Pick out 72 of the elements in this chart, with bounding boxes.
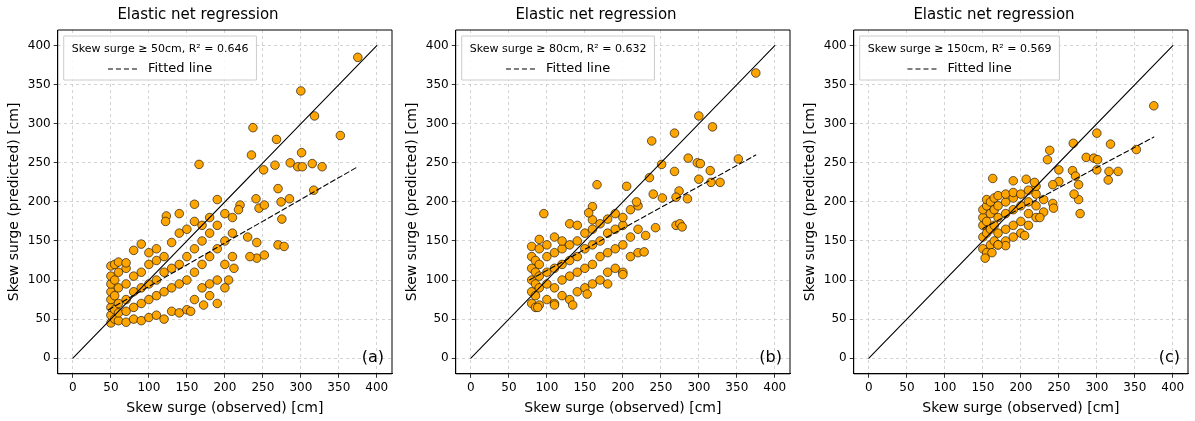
x-tick-label: 250: [251, 380, 275, 395]
y-tick-label: 50: [35, 311, 51, 326]
x-tick-label: 50: [899, 380, 915, 395]
legend-title: Skew surge ≥ 80cm, R² = 0.632: [469, 41, 647, 55]
y-tick-label: 250: [823, 154, 847, 169]
x-tick-label: 350: [725, 380, 749, 395]
x-tick-label: 200: [1009, 380, 1033, 395]
y-tick-label: 300: [823, 115, 847, 130]
y-tick-label: 100: [27, 272, 51, 287]
x-tick-label: 200: [213, 380, 237, 395]
x-tick-label: 0: [69, 380, 77, 395]
legend-label: Fitted line: [147, 60, 213, 76]
chart-title: Elastic net regression: [913, 4, 1075, 23]
chart-title: Elastic net regression: [117, 4, 279, 23]
y-tick-label: 200: [425, 194, 449, 209]
y-tick-label: 0: [441, 350, 449, 365]
x-tick-label: 250: [1047, 380, 1071, 395]
y-tick-label: 100: [823, 272, 847, 287]
legend-label: Fitted line: [545, 60, 611, 76]
x-tick-label: 150: [175, 380, 199, 395]
y-axis-title: Skew surge (predicted) [cm]: [801, 102, 818, 302]
y-axis-title: Skew surge (predicted) [cm]: [5, 102, 22, 302]
chart-title: Elastic net regression: [515, 4, 677, 23]
legend-title: Skew surge ≥ 150cm, R² = 0.569: [867, 41, 1052, 55]
annotation: (a): [361, 346, 384, 366]
x-axis-title: Skew surge (observed) [cm]: [524, 399, 722, 416]
legend-title: Skew surge ≥ 50cm, R² = 0.646: [71, 41, 249, 55]
y-tick-label: 0: [43, 350, 51, 365]
y-tick-label: 400: [425, 37, 449, 52]
legend-label: Fitted line: [947, 60, 1012, 76]
y-tick-label: 200: [823, 194, 847, 209]
y-tick-label: 350: [425, 76, 449, 91]
y-tick-label: 400: [27, 37, 51, 52]
x-tick-label: 350: [1123, 380, 1147, 395]
x-tick-label: 400: [763, 380, 787, 395]
x-tick-label: 300: [289, 380, 313, 395]
x-axis-title: Skew surge (observed) [cm]: [126, 399, 324, 416]
y-tick-label: 0: [839, 350, 847, 365]
y-tick-label: 150: [27, 233, 51, 248]
y-tick-label: 300: [27, 115, 51, 130]
x-tick-label: 400: [1161, 380, 1185, 395]
x-tick-label: 300: [687, 380, 711, 395]
y-tick-label: 150: [425, 233, 449, 248]
x-tick-label: 100: [933, 380, 957, 395]
x-tick-label: 0: [865, 380, 873, 395]
x-tick-label: 200: [611, 380, 635, 395]
y-axis-title: Skew surge (predicted) [cm]: [403, 102, 420, 302]
x-tick-label: 0: [467, 380, 475, 395]
y-tick-label: 200: [27, 194, 51, 209]
x-tick-label: 100: [535, 380, 559, 395]
x-tick-label: 300: [1085, 380, 1109, 395]
y-tick-label: 350: [823, 76, 847, 91]
y-tick-label: 350: [27, 76, 51, 91]
y-tick-label: 100: [425, 272, 449, 287]
x-tick-label: 350: [327, 380, 351, 395]
y-tick-label: 250: [27, 154, 51, 169]
x-axis-title: Skew surge (observed) [cm]: [922, 399, 1120, 416]
x-tick-label: 100: [137, 380, 161, 395]
y-tick-label: 400: [823, 37, 847, 52]
annotation: (c): [1158, 346, 1180, 366]
x-tick-label: 150: [573, 380, 597, 395]
x-tick-label: 150: [971, 380, 995, 395]
x-tick-label: 400: [365, 380, 389, 395]
x-tick-label: 250: [649, 380, 673, 395]
x-tick-label: 50: [501, 380, 517, 395]
y-tick-label: 50: [433, 311, 449, 326]
y-tick-label: 50: [831, 311, 847, 326]
y-tick-label: 150: [823, 233, 847, 248]
y-tick-label: 300: [425, 115, 449, 130]
annotation: (b): [759, 346, 782, 366]
y-tick-label: 250: [425, 154, 449, 169]
x-tick-label: 50: [103, 380, 119, 395]
